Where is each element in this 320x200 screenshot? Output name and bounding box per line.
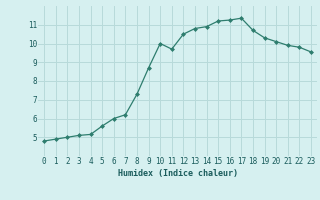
X-axis label: Humidex (Indice chaleur): Humidex (Indice chaleur) xyxy=(118,169,238,178)
